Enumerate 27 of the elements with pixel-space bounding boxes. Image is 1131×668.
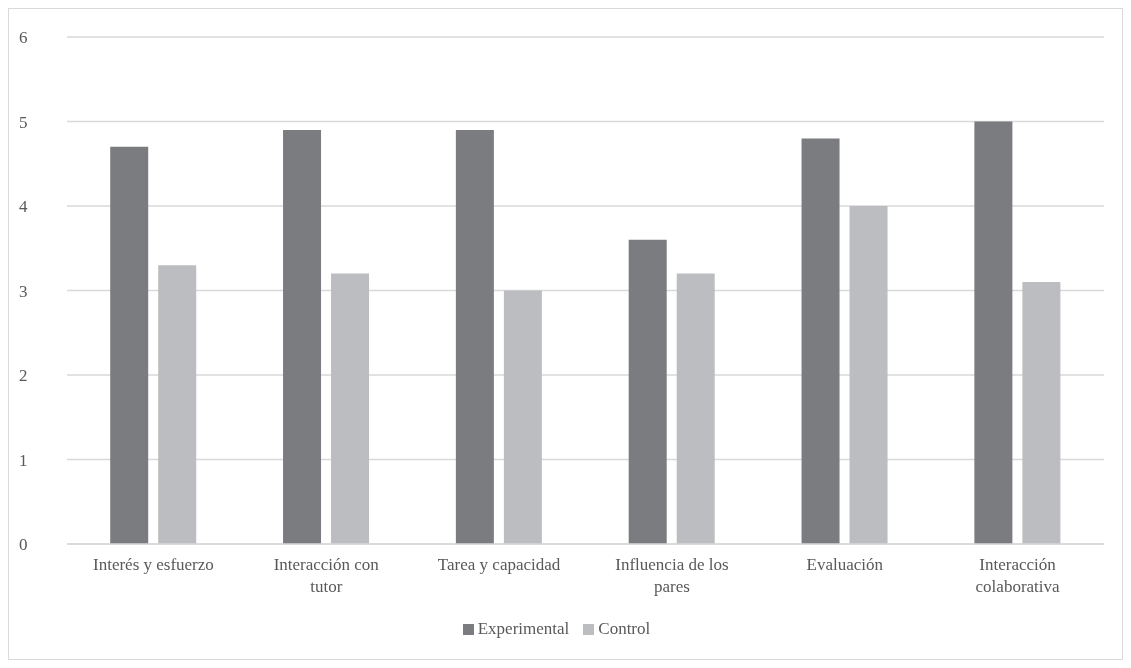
legend-label: Experimental (476, 619, 570, 639)
x-tick-label: Interacción con tutor (273, 555, 380, 596)
y-tick-label: 4 (19, 197, 28, 217)
bar (628, 239, 667, 544)
bar (503, 290, 542, 544)
y-tick-label: 0 (19, 535, 28, 555)
y-tick-label: 2 (19, 366, 28, 386)
bar (1022, 282, 1061, 544)
y-tick-label: 1 (19, 450, 28, 470)
bar (849, 206, 888, 544)
y-tick-label: 3 (19, 281, 28, 301)
bar (110, 146, 149, 544)
y-tick-label: 5 (19, 112, 28, 132)
bar (158, 265, 197, 544)
x-tick-label: Interés y esfuerzo (93, 555, 214, 574)
x-tick-label: Tarea y capacidad (437, 555, 561, 574)
bar (974, 121, 1013, 544)
bar (331, 273, 370, 544)
bar (283, 129, 322, 544)
legend-label: Control (597, 619, 651, 639)
x-tick-label: Evaluación (806, 555, 884, 574)
bar (455, 129, 494, 544)
bar (676, 273, 715, 544)
x-tick-label: Influencia de los pares (615, 555, 729, 596)
bar (801, 138, 840, 544)
x-tick-label: Interacción colaborativa (975, 555, 1061, 596)
y-tick-label: 6 (19, 28, 28, 48)
